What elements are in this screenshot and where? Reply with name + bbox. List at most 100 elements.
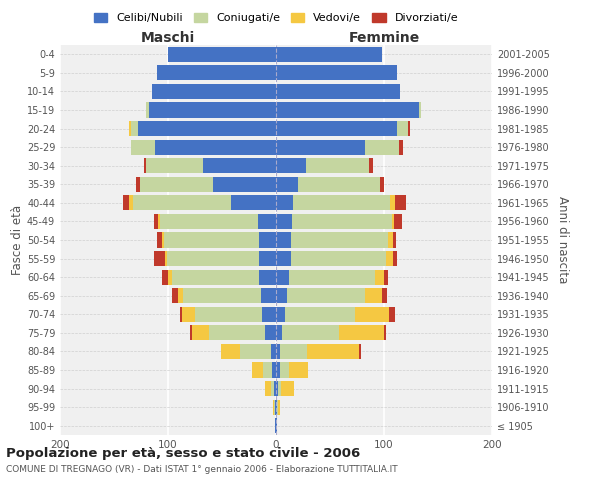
Bar xyxy=(271,344,276,359)
Bar xyxy=(152,84,276,99)
Bar xyxy=(276,288,287,304)
Bar xyxy=(386,251,392,266)
Bar xyxy=(280,344,307,359)
Bar xyxy=(276,65,397,80)
Bar xyxy=(384,325,386,340)
Bar xyxy=(292,214,392,229)
Bar xyxy=(281,381,295,396)
Bar xyxy=(293,195,391,210)
Bar xyxy=(168,46,276,62)
Bar xyxy=(140,176,214,192)
Bar xyxy=(276,306,284,322)
Bar xyxy=(276,121,397,136)
Bar xyxy=(359,344,361,359)
Bar xyxy=(276,344,280,359)
Bar xyxy=(203,158,276,174)
Bar xyxy=(129,121,131,136)
Bar xyxy=(380,176,384,192)
Bar xyxy=(274,400,275,415)
Bar xyxy=(287,288,365,304)
Bar xyxy=(172,288,178,304)
Bar xyxy=(276,176,298,192)
Bar xyxy=(154,214,158,229)
Bar xyxy=(276,362,280,378)
Bar xyxy=(259,270,276,285)
Bar xyxy=(136,176,140,192)
Bar xyxy=(164,232,259,248)
Bar xyxy=(131,121,138,136)
Bar xyxy=(160,214,257,229)
Bar xyxy=(168,270,172,285)
Bar xyxy=(276,158,306,174)
Bar xyxy=(263,362,272,378)
Bar xyxy=(276,400,277,415)
Bar xyxy=(157,65,276,80)
Bar xyxy=(272,362,276,378)
Bar xyxy=(257,214,276,229)
Bar xyxy=(167,251,259,266)
Bar xyxy=(133,195,230,210)
Bar xyxy=(397,121,408,136)
Bar xyxy=(392,232,396,248)
Bar xyxy=(276,232,291,248)
Legend: Celibi/Nubili, Coniugati/e, Vedovi/e, Divorziati/e: Celibi/Nubili, Coniugati/e, Vedovi/e, Di… xyxy=(89,8,463,28)
Bar xyxy=(395,195,406,210)
Bar xyxy=(221,344,241,359)
Bar xyxy=(262,306,276,322)
Bar xyxy=(271,381,274,396)
Bar xyxy=(284,306,355,322)
Bar xyxy=(276,381,278,396)
Bar xyxy=(155,140,276,155)
Bar xyxy=(384,270,388,285)
Bar xyxy=(392,251,397,266)
Bar xyxy=(149,102,276,118)
Bar xyxy=(265,325,276,340)
Bar xyxy=(338,325,384,340)
Bar xyxy=(182,306,195,322)
Bar xyxy=(274,381,276,396)
Bar xyxy=(265,381,271,396)
Bar xyxy=(276,251,291,266)
Bar xyxy=(158,214,160,229)
Bar xyxy=(369,158,373,174)
Bar xyxy=(298,176,380,192)
Bar xyxy=(307,344,359,359)
Bar xyxy=(399,140,403,155)
Bar xyxy=(291,251,386,266)
Bar xyxy=(419,102,421,118)
Bar xyxy=(289,362,308,378)
Bar xyxy=(190,325,192,340)
Bar xyxy=(161,270,168,285)
Bar xyxy=(241,344,271,359)
Bar xyxy=(161,232,164,248)
Bar xyxy=(273,400,274,415)
Bar xyxy=(129,195,133,210)
Bar xyxy=(365,288,382,304)
Bar xyxy=(172,270,259,285)
Bar xyxy=(261,288,276,304)
Bar xyxy=(192,325,209,340)
Bar xyxy=(355,306,389,322)
Bar xyxy=(276,325,283,340)
Bar xyxy=(391,195,395,210)
Bar xyxy=(389,306,395,322)
Bar xyxy=(276,84,400,99)
Bar xyxy=(365,140,399,155)
Bar xyxy=(278,381,281,396)
Bar xyxy=(276,418,277,434)
Text: COMUNE DI TREGNAGO (VR) - Dati ISTAT 1° gennaio 2006 - Elaborazione TUTTITALIA.I: COMUNE DI TREGNAGO (VR) - Dati ISTAT 1° … xyxy=(6,466,398,474)
Bar xyxy=(183,288,261,304)
Bar xyxy=(275,418,276,434)
Bar xyxy=(165,251,167,266)
Bar xyxy=(283,325,338,340)
Bar xyxy=(131,140,155,155)
Bar xyxy=(180,306,182,322)
Bar xyxy=(276,46,382,62)
Bar xyxy=(230,195,276,210)
Bar xyxy=(275,400,276,415)
Y-axis label: Anni di nascita: Anni di nascita xyxy=(556,196,569,284)
Bar xyxy=(277,400,278,415)
Bar xyxy=(289,270,376,285)
Bar xyxy=(214,176,276,192)
Bar xyxy=(157,232,161,248)
